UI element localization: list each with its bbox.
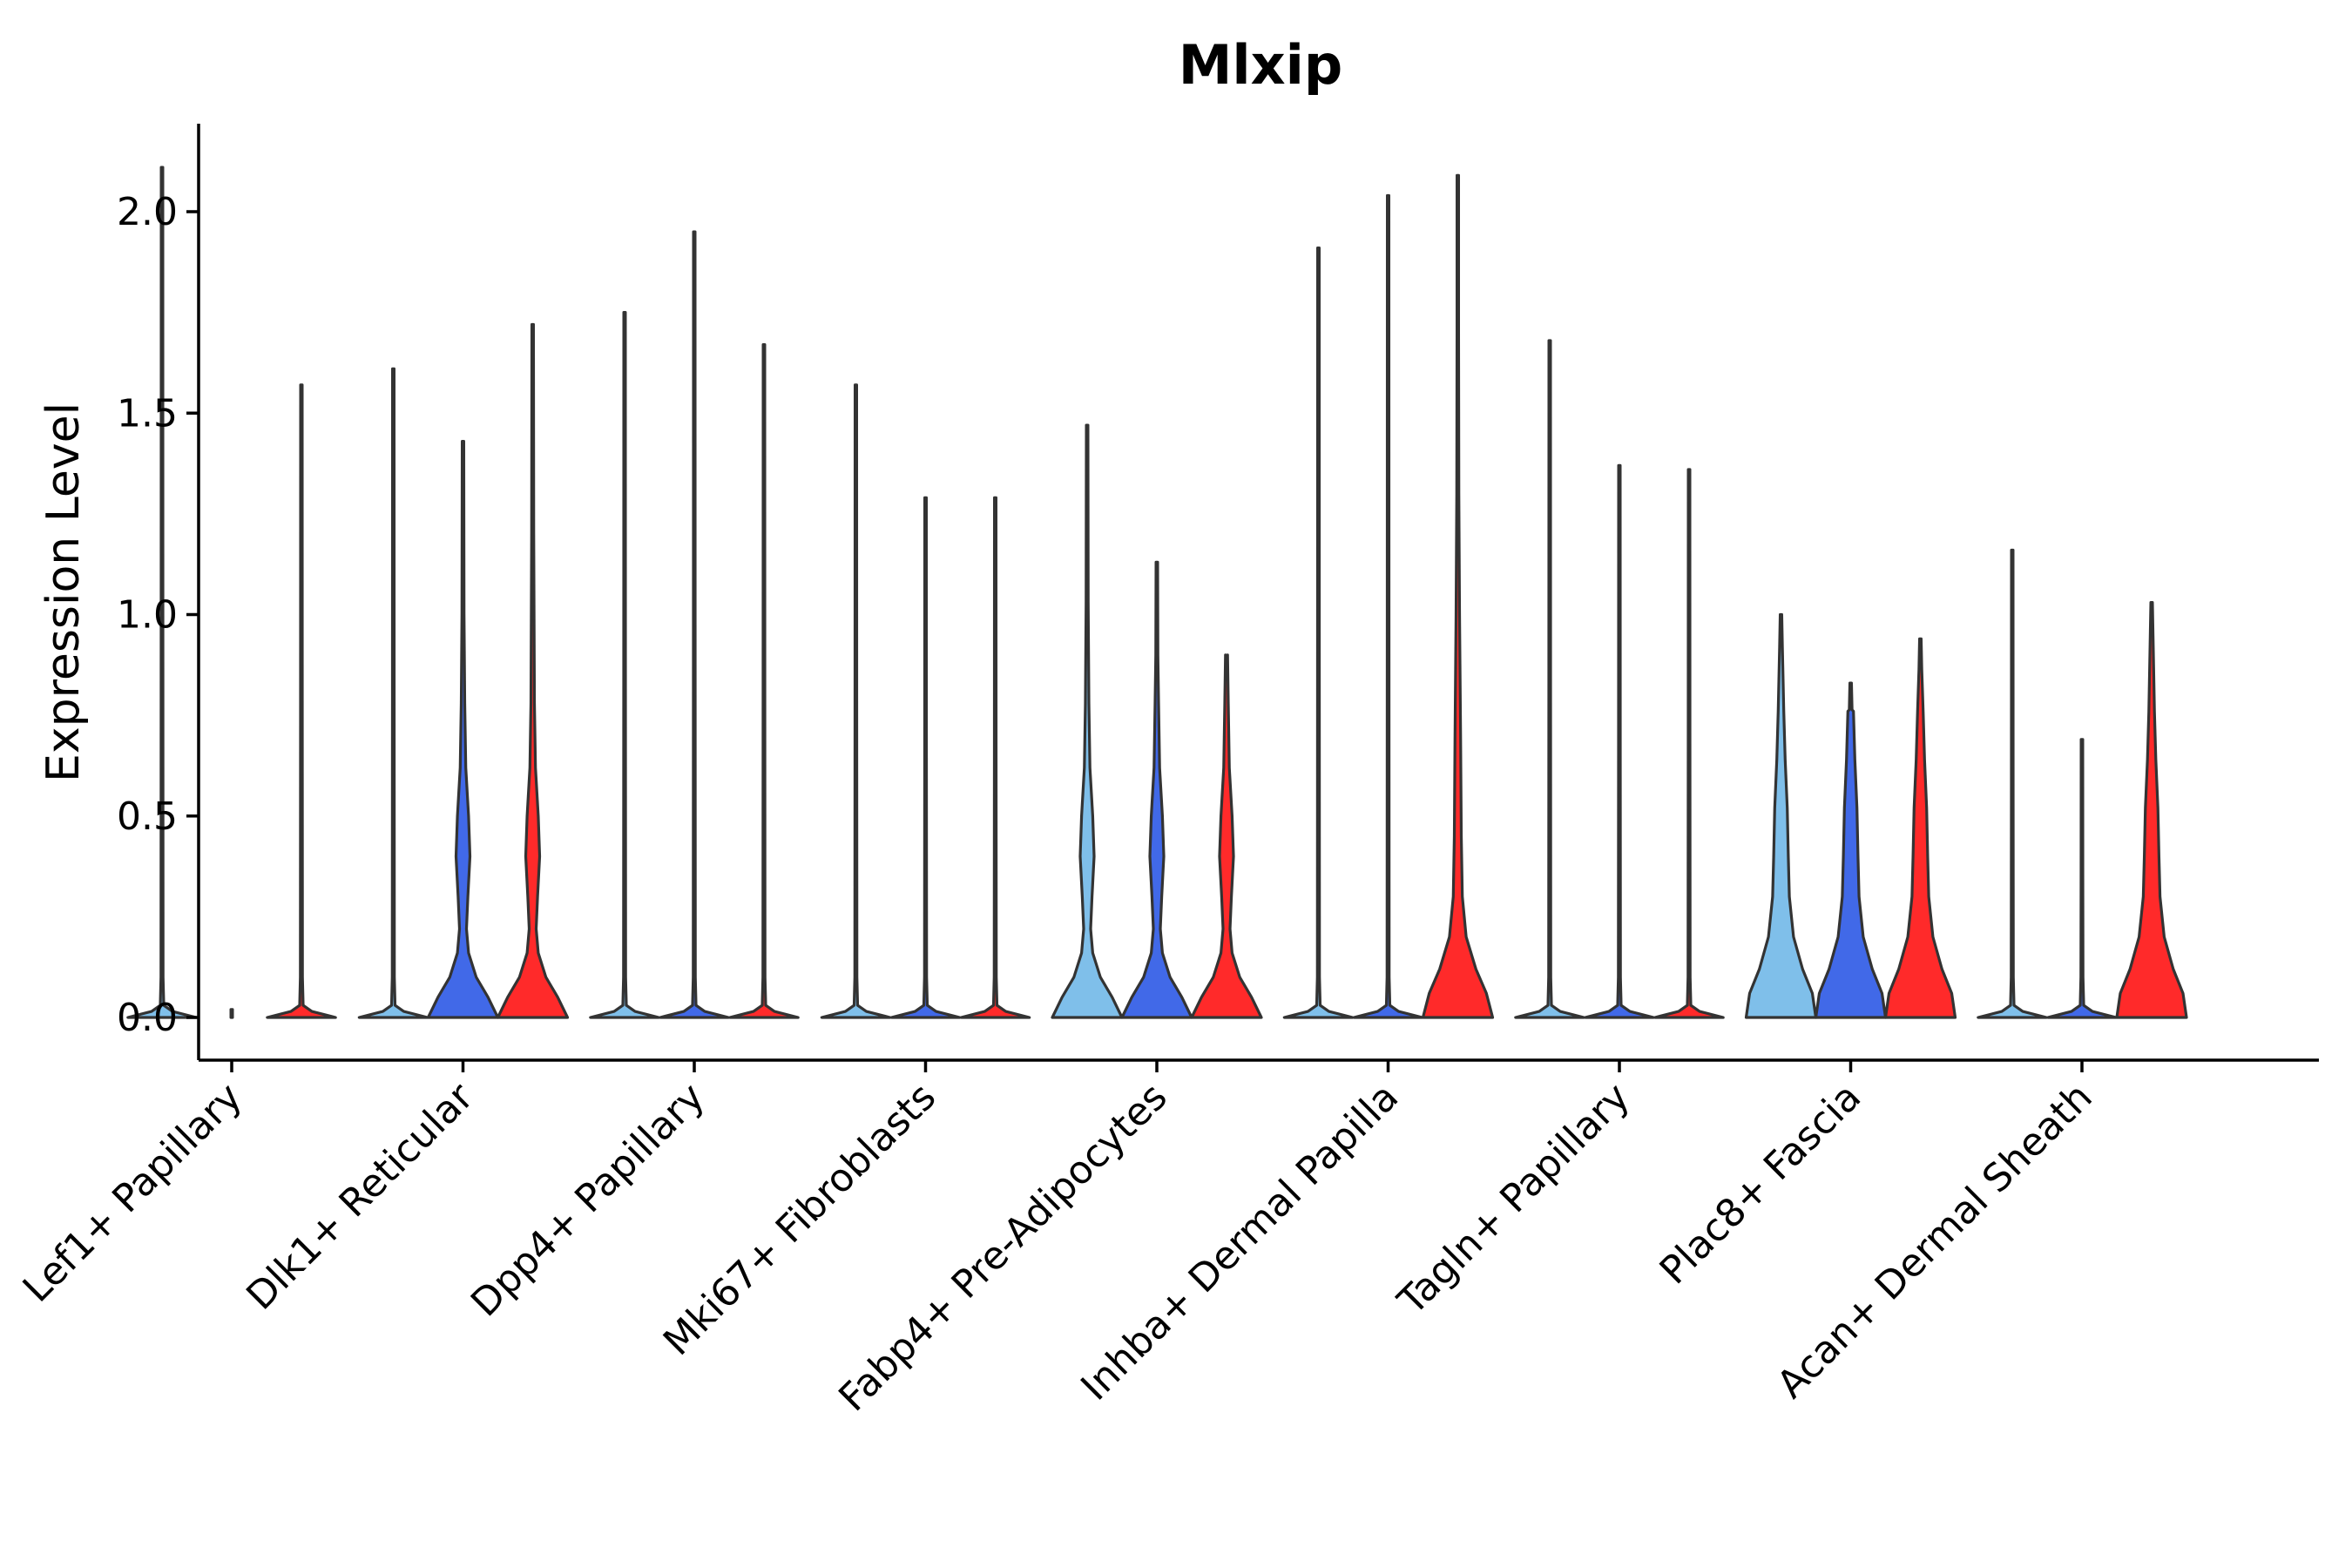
violin-mki67-fibroblasts-1: [820, 383, 892, 1019]
violin-dlk1-reticular-1: [357, 367, 429, 1019]
violin-plac8-fascia-3: [1883, 637, 1957, 1019]
y-axis-label: Expression Level: [37, 402, 90, 782]
violin-fabp4-pre-adipocytes-1: [1051, 423, 1124, 1019]
violin-mki67-fibroblasts-3: [959, 496, 1031, 1019]
violin-dpp4-papillary-2: [659, 230, 730, 1019]
violin-tagln-papillary-2: [1584, 463, 1655, 1019]
violin-plac8-fascia-1: [1744, 612, 1818, 1019]
y-tick-label: 1.0: [117, 593, 178, 638]
y-tick-label: 0.5: [117, 794, 178, 839]
y-tick-label: 0.0: [117, 996, 178, 1040]
violin-inhba-dermal-papilla-1: [1282, 247, 1355, 1019]
x-tick-label: Plac8+ Fascia: [1652, 1075, 1870, 1294]
x-tick-label: Dpp4+ Papillary: [463, 1075, 713, 1326]
violin-acan-dermal-sheath-2: [2046, 738, 2118, 1019]
x-tick-label: Lef1+ Papillary: [15, 1075, 251, 1311]
y-tick-group: 0.0 0.5 1.0 1.5 2.0: [117, 190, 199, 1040]
y-tick-label: 1.5: [117, 391, 178, 436]
violin-plac8-fascia-2: [1814, 681, 1888, 1019]
violin-inhba-dermal-papilla-3: [1421, 173, 1495, 1019]
violin-fabp4-pre-adipocytes-2: [1120, 560, 1193, 1019]
violin-dlk1-reticular-3: [496, 322, 570, 1019]
axes: [197, 124, 2319, 1062]
violin-lef1-papillary-2: [229, 1008, 234, 1019]
violin-tagln-papillary-1: [1514, 339, 1585, 1019]
violin-tagln-papillary-3: [1653, 468, 1725, 1019]
violin-mki67-fibroblasts-2: [889, 496, 962, 1019]
violin-lef1-papillary-1: [126, 166, 198, 1019]
violin-dpp4-papillary-1: [589, 311, 660, 1019]
violin-fabp4-pre-adipocytes-3: [1190, 653, 1263, 1019]
x-tick-label: Dlk1+ Reticular: [238, 1074, 483, 1319]
violin-inhba-dermal-papilla-2: [1352, 193, 1424, 1019]
violin-layer: [126, 166, 2188, 1019]
x-tick-label: Tagln+ Papillary: [1389, 1075, 1639, 1324]
violin-acan-dermal-sheath-1: [1977, 548, 2048, 1019]
y-tick-label: 2.0: [117, 190, 178, 234]
chart-title: Mlxip: [1179, 33, 1343, 97]
violin-dlk1-reticular-2: [426, 440, 500, 1019]
violin-dpp4-papillary-3: [728, 343, 800, 1019]
violin-lef1-papillary-3: [266, 383, 337, 1019]
violin-acan-dermal-sheath-3: [2115, 601, 2188, 1019]
